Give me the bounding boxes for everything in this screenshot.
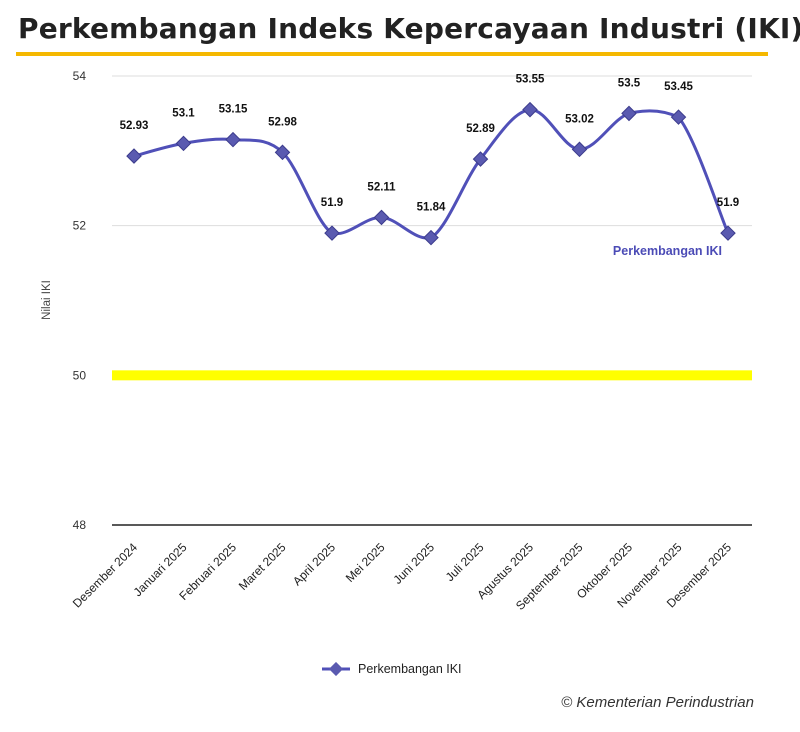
x-tick-label: Maret 2025 <box>236 540 289 593</box>
y-axis-label: Nilai IKI <box>41 280 53 320</box>
y-axis-ticks: 48 50 52 54 <box>73 69 87 532</box>
data-point-marker <box>373 209 390 226</box>
data-point-marker <box>225 131 241 148</box>
data-label: 51.84 <box>417 202 446 214</box>
legend-diamond-icon <box>322 662 350 676</box>
series-markers <box>126 101 736 246</box>
x-tick-label: Juli 2025 <box>443 540 487 584</box>
y-tick-54: 54 <box>73 69 87 83</box>
data-label: 51.9 <box>321 197 343 209</box>
y-tick-48: 48 <box>73 518 87 532</box>
x-tick-label: Desember 2024 <box>70 540 141 611</box>
data-point-marker <box>324 225 340 241</box>
data-point-marker <box>720 225 736 241</box>
data-point-marker <box>175 135 192 152</box>
data-label: 53.55 <box>516 74 545 86</box>
data-point-marker <box>472 151 489 167</box>
data-label: 53.1 <box>172 107 195 119</box>
data-point-marker <box>423 229 439 246</box>
data-label: 53.02 <box>565 113 594 125</box>
data-label: 53.15 <box>219 104 248 116</box>
legend[interactable]: Perkembangan IKI <box>322 662 462 676</box>
copyright-notice: © Kementerian Perindustrian <box>561 694 754 711</box>
data-label: 52.98 <box>268 116 297 128</box>
data-point-marker <box>522 101 538 118</box>
legend-label: Perkembangan IKI <box>358 662 462 676</box>
data-point-marker <box>571 141 588 158</box>
data-point-marker <box>274 144 291 161</box>
gridlines <box>112 75 752 526</box>
data-point-marker <box>621 105 637 122</box>
y-tick-52: 52 <box>73 219 87 233</box>
data-point-marker <box>670 109 687 125</box>
threshold-band-50 <box>112 370 752 381</box>
data-label: 52.11 <box>367 181 396 193</box>
x-tick-label: Juni 2025 <box>390 540 437 587</box>
x-tick-label: April 2025 <box>290 540 338 588</box>
data-label: 52.93 <box>120 120 149 132</box>
x-tick-label: Mei 2025 <box>343 540 388 585</box>
y-tick-50: 50 <box>73 368 87 382</box>
data-label: 51.9 <box>717 197 739 209</box>
threshold-band <box>112 370 752 381</box>
series-end-label: Perkembangan IKI <box>613 244 722 258</box>
series-line <box>133 108 730 240</box>
title-underline <box>16 52 768 56</box>
data-label: 52.89 <box>466 123 495 135</box>
data-labels: 52.93 53.1 53.15 52.98 51.9 52.11 51.84 52.89 53… <box>120 74 740 214</box>
data-label: 53.5 <box>618 77 641 89</box>
data-label: 53.45 <box>664 81 693 93</box>
chart-title: Perkembangan Indeks Kepercayaan Industri… <box>18 12 800 45</box>
data-point-marker <box>126 148 142 164</box>
